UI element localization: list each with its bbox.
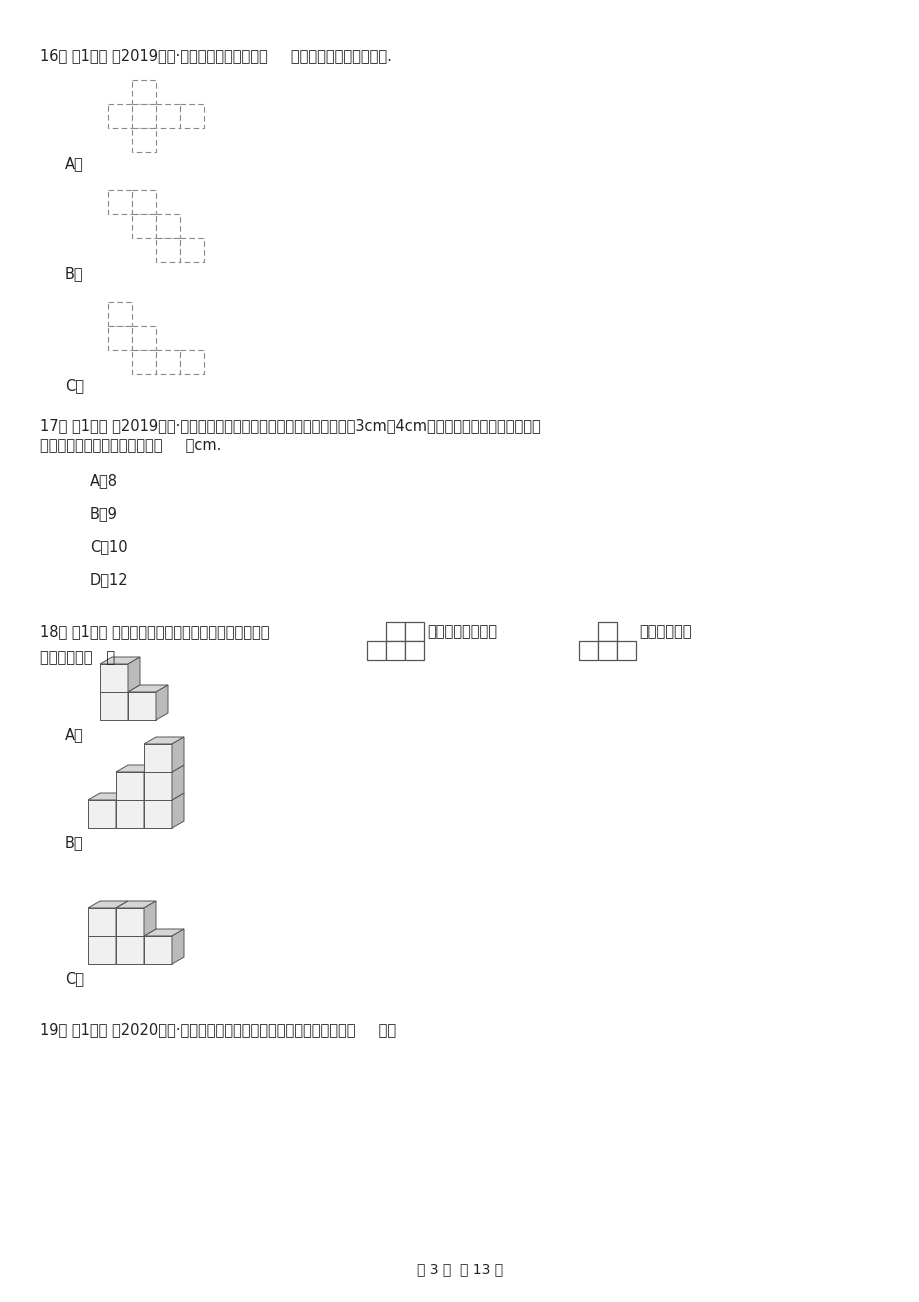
Polygon shape <box>128 685 140 720</box>
Bar <box>404 622 424 641</box>
Polygon shape <box>88 793 128 799</box>
Text: B．9: B．9 <box>90 506 118 521</box>
Text: 19． （1分） （2020五上·镇原期末）下图中的三个图形的面积相比，（     ）。: 19． （1分） （2020五上·镇原期末）下图中的三个图形的面积相比，（ ）。 <box>40 1022 396 1036</box>
Polygon shape <box>144 737 184 743</box>
Bar <box>386 641 404 660</box>
Polygon shape <box>116 907 144 936</box>
Polygon shape <box>116 901 128 936</box>
Polygon shape <box>100 685 140 691</box>
Bar <box>156 104 180 128</box>
Bar <box>386 622 404 641</box>
Bar <box>404 641 424 660</box>
Polygon shape <box>88 907 116 936</box>
Polygon shape <box>144 930 184 936</box>
Polygon shape <box>172 737 184 772</box>
Polygon shape <box>116 793 128 828</box>
Text: B．: B． <box>65 266 84 281</box>
Polygon shape <box>144 936 172 963</box>
Bar <box>108 326 131 350</box>
Polygon shape <box>144 743 172 772</box>
Bar <box>131 190 156 214</box>
Polygon shape <box>88 936 116 963</box>
Polygon shape <box>172 766 184 799</box>
Polygon shape <box>128 685 168 691</box>
Bar <box>156 214 180 238</box>
Bar <box>180 104 204 128</box>
Text: 16． （1分） （2019五下·单县期末）下面图形（     ）沿虚线不能折成正方体.: 16． （1分） （2019五下·单县期末）下面图形（ ）沿虚线不能折成正方体. <box>40 48 391 62</box>
Polygon shape <box>116 901 156 907</box>
Polygon shape <box>128 658 140 691</box>
Bar <box>108 104 131 128</box>
Polygon shape <box>172 793 184 828</box>
Polygon shape <box>144 772 172 799</box>
Text: D．12: D．12 <box>90 572 129 587</box>
Polygon shape <box>116 930 128 963</box>
Polygon shape <box>144 793 184 799</box>
Polygon shape <box>116 772 144 799</box>
Text: C．: C． <box>65 971 84 986</box>
Text: 第 3 页  共 13 页: 第 3 页 共 13 页 <box>416 1262 503 1276</box>
Polygon shape <box>100 664 128 691</box>
Polygon shape <box>144 766 156 799</box>
Polygon shape <box>116 793 156 799</box>
Text: 17． （1分） （2019五下·长寿期末）一个三角形，其中两条边长分别为3cm和4cm，第三条边的长度是个奇数，: 17． （1分） （2019五下·长寿期末）一个三角形，其中两条边长分别为3cm… <box>40 418 540 434</box>
Bar <box>131 104 156 128</box>
Bar <box>131 214 156 238</box>
Bar <box>131 350 156 374</box>
Text: A．: A． <box>65 727 84 742</box>
Bar <box>578 641 597 660</box>
Text: 立体图形是（   ）: 立体图形是（ ） <box>40 650 115 665</box>
Polygon shape <box>144 901 156 936</box>
Bar <box>156 350 180 374</box>
Bar <box>597 622 617 641</box>
Polygon shape <box>116 936 144 963</box>
Polygon shape <box>88 901 128 907</box>
Text: ，小明摆成的: ，小明摆成的 <box>639 624 691 639</box>
Bar <box>597 641 617 660</box>
Bar <box>617 641 635 660</box>
Polygon shape <box>100 658 140 664</box>
Text: A．: A． <box>65 156 84 171</box>
Polygon shape <box>172 930 184 963</box>
Text: C．10: C．10 <box>90 539 128 553</box>
Polygon shape <box>156 685 168 720</box>
Polygon shape <box>144 930 156 963</box>
Bar <box>108 302 131 326</box>
Text: B．: B． <box>65 835 84 850</box>
Polygon shape <box>144 793 156 828</box>
Polygon shape <box>116 930 156 936</box>
Bar <box>131 79 156 104</box>
Bar <box>131 128 156 152</box>
Text: C．: C． <box>65 378 84 393</box>
Polygon shape <box>88 930 128 936</box>
Bar <box>108 190 131 214</box>
Text: A．8: A．8 <box>90 473 118 488</box>
Text: ，从正面看到的是: ，从正面看到的是 <box>426 624 496 639</box>
Polygon shape <box>116 799 144 828</box>
Bar <box>156 238 180 262</box>
Text: 那么这个三角形的周长最短是（     ）cm.: 那么这个三角形的周长最短是（ ）cm. <box>40 437 221 453</box>
Bar <box>180 238 204 262</box>
Text: 18． （1分） 小明摆了一个立体图形，从上面看到的是: 18． （1分） 小明摆了一个立体图形，从上面看到的是 <box>40 624 269 639</box>
Polygon shape <box>116 766 156 772</box>
Bar <box>131 326 156 350</box>
Polygon shape <box>100 691 128 720</box>
Polygon shape <box>88 799 116 828</box>
Polygon shape <box>144 799 172 828</box>
Bar <box>367 641 386 660</box>
Polygon shape <box>128 691 156 720</box>
Polygon shape <box>144 766 184 772</box>
Bar <box>180 350 204 374</box>
